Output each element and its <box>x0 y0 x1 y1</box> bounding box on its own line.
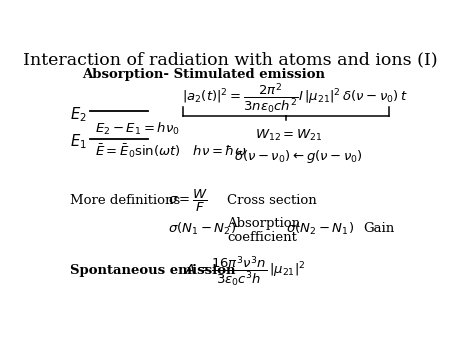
Text: Cross section: Cross section <box>227 194 317 207</box>
Text: $\sigma(N_1 - N_2)$: $\sigma(N_1 - N_2)$ <box>168 220 236 237</box>
Text: Spontaneous emission: Spontaneous emission <box>70 264 236 276</box>
Text: $E_2 - E_1 = h\nu_0$: $E_2 - E_1 = h\nu_0$ <box>94 121 180 137</box>
Text: Absorption- Stimulated emission: Absorption- Stimulated emission <box>82 68 325 81</box>
Text: $A = \dfrac{16\pi^3 \nu^3 n}{3\varepsilon_0 c^3 h}\,|\mu_{21}|^2$: $A = \dfrac{16\pi^3 \nu^3 n}{3\varepsilo… <box>185 255 306 289</box>
Text: $\delta(\nu - \nu_0) \leftarrow g(\nu - \nu_0)$: $\delta(\nu - \nu_0) \leftarrow g(\nu - … <box>234 148 363 165</box>
Text: $W_{12} = W_{21}$: $W_{12} = W_{21}$ <box>255 128 323 143</box>
Text: coefficient: coefficient <box>227 231 297 244</box>
Text: Gain: Gain <box>363 222 394 235</box>
Text: $|a_2(t)|^2 = \dfrac{2\pi^2}{3n\varepsilon_0 ch^2} I\,|\mu_{21}|^2\,\delta(\nu-\: $|a_2(t)|^2 = \dfrac{2\pi^2}{3n\varepsil… <box>182 82 408 116</box>
Text: $\sigma = \dfrac{W}{F}$: $\sigma = \dfrac{W}{F}$ <box>168 188 208 214</box>
Text: Interaction of radiation with atoms and ions (I): Interaction of radiation with atoms and … <box>23 51 438 68</box>
Text: Absorption: Absorption <box>227 217 300 230</box>
Text: $E_1$: $E_1$ <box>70 133 87 151</box>
Text: $E_2$: $E_2$ <box>70 105 87 124</box>
Text: $\sigma(N_2 - N_1)$: $\sigma(N_2 - N_1)$ <box>287 220 355 237</box>
Text: $\bar{E} = \bar{E}_0 \sin(\omega t) \quad h\nu = \hbar\omega$: $\bar{E} = \bar{E}_0 \sin(\omega t) \qua… <box>94 142 246 160</box>
Text: More definitions: More definitions <box>70 194 180 207</box>
